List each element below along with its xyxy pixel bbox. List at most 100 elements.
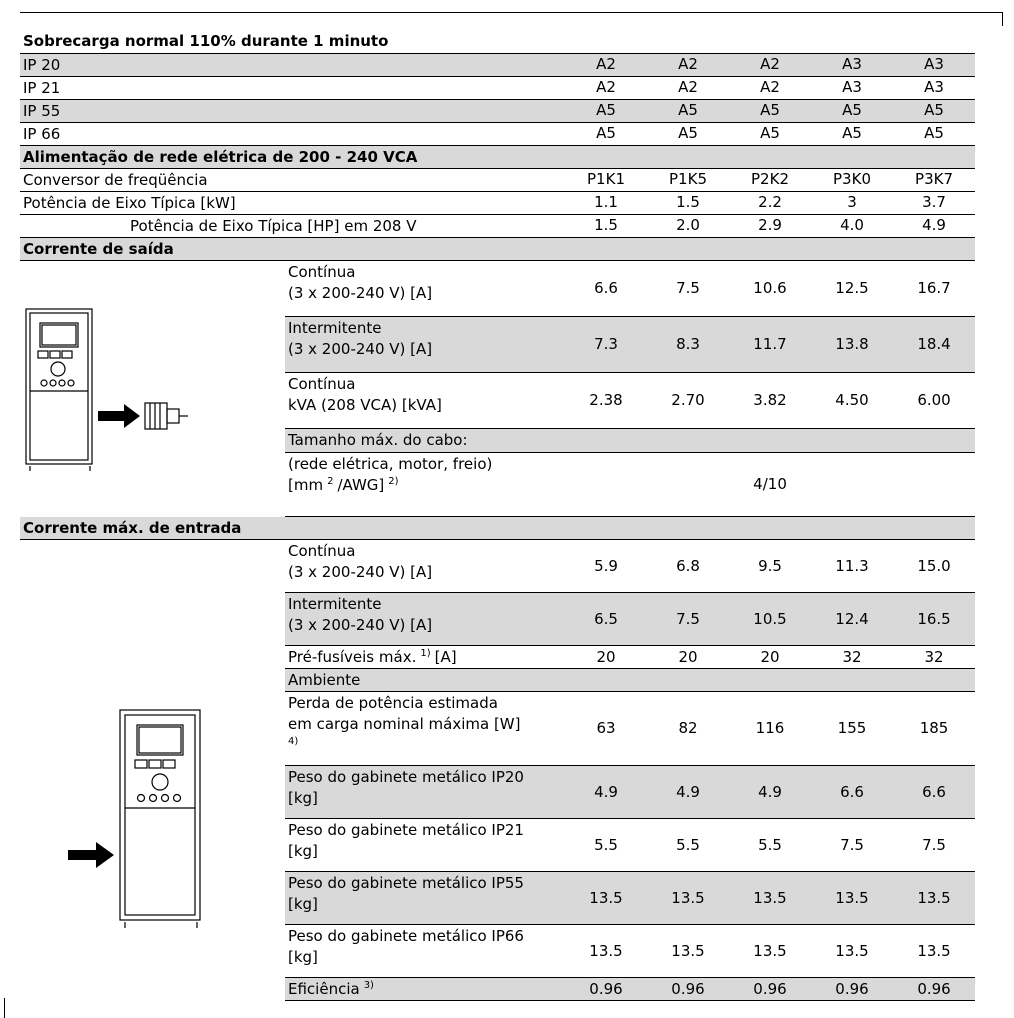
label-line: (3 x 200-240 V) [A] xyxy=(288,615,565,636)
cell-value: 2.2 xyxy=(729,191,811,215)
label-text: Pré-fusíveis máx. xyxy=(288,648,417,666)
cell-value: 13.5 xyxy=(729,871,811,925)
cell-value: 4.50 xyxy=(811,372,893,430)
empty-cell xyxy=(565,668,976,692)
table-row: (rede elétrica, motor, freio) [mm 2/AWG] 2)… xyxy=(20,452,976,517)
label-line: Peso do gabinete metálico IP66 xyxy=(288,926,565,947)
table-row: Perda de potência estimada em carga nomin… xyxy=(20,691,976,766)
label-text: Intermitente xyxy=(288,595,382,613)
label-text: [kg] xyxy=(288,842,318,860)
label-text: (3 x 200-240 V) [A] xyxy=(288,563,433,581)
drive-motor-icon xyxy=(25,307,188,471)
cell-value: 7.5 xyxy=(647,592,729,646)
section-heading: Corrente máx. de entrada xyxy=(20,516,976,540)
cell-value: P1K5 xyxy=(647,168,729,192)
label-line: 4) xyxy=(288,735,565,756)
cell-value: 2.38 xyxy=(565,372,647,430)
label-line: (3 x 200-240 V) [A] xyxy=(288,283,565,304)
cell-value: 7.5 xyxy=(647,260,729,317)
cell-value: A5 xyxy=(811,99,893,123)
cell-value: A5 xyxy=(729,122,811,146)
cell-value: 13.5 xyxy=(647,871,729,925)
label-text: kVA (208 VCA) [kVA] xyxy=(288,395,442,414)
label-line: Peso do gabinete metálico IP20 xyxy=(288,767,565,788)
cell-value: 18.4 xyxy=(893,316,976,373)
row-label: Peso do gabinete metálico IP20 [kg] xyxy=(285,765,565,819)
table-row: Eficiência 3) 0.96 0.96 0.96 0.96 0.96 xyxy=(20,977,976,1001)
cell-value: 9.5 xyxy=(729,539,811,593)
cell-value: A2 xyxy=(729,76,811,100)
cell-value: 6.00 xyxy=(893,372,976,430)
row-label: Peso do gabinete metálico IP21 [kg] xyxy=(285,818,565,872)
table-body: Sobrecarga normal 110% durante 1 minuto I… xyxy=(20,30,976,1001)
table-row: IP 20 A2 A2 A2 A3 A3 xyxy=(20,53,976,77)
table-row: Peso do gabinete metálico IP21 [kg] 5.5 5.5… xyxy=(20,818,976,872)
cell-value: P3K0 xyxy=(811,168,893,192)
row-label: IP 55 xyxy=(20,99,565,123)
label-line: [kg] xyxy=(288,894,565,915)
cell-value: 7.5 xyxy=(893,818,976,872)
cell-value: 116 xyxy=(729,691,811,766)
cell-value: A5 xyxy=(729,99,811,123)
cell-value: 8.3 xyxy=(647,316,729,373)
label-text: Peso do gabinete metálico IP55 xyxy=(288,874,524,892)
table-row: Contínua (3 x 200-240 V) [A] 6.6 7.5 10.6 12.… xyxy=(20,260,976,517)
empty-cell xyxy=(565,428,976,454)
label-line: Tamanho máx. do cabo: xyxy=(288,430,565,451)
table-row: Peso do gabinete metálico IP55 [kg] 13.5 13… xyxy=(20,871,976,925)
cell-value: P2K2 xyxy=(729,168,811,192)
cell-value: P3K7 xyxy=(893,168,976,192)
cell-value: 6.6 xyxy=(565,260,647,317)
cell-value: 4.9 xyxy=(893,214,976,238)
cell-value: A3 xyxy=(893,53,976,77)
cell-value: 13.5 xyxy=(729,924,811,978)
row-label: Peso do gabinete metálico IP66 [kg] xyxy=(285,924,565,978)
label-text: Ambiente xyxy=(288,671,361,689)
cell-value: 7.5 xyxy=(811,818,893,872)
label-line: Contínua xyxy=(288,374,565,395)
cell-value: A5 xyxy=(647,122,729,146)
table-row: Corrente máx. de entrada xyxy=(20,516,976,540)
frame-line xyxy=(20,12,1003,13)
table-row: IP 21 A2 A2 A2 A3 A3 xyxy=(20,76,976,100)
label-text: /AWG] xyxy=(337,476,385,495)
label-line: Peso do gabinete metálico IP21 xyxy=(288,820,565,841)
cell-value: A2 xyxy=(647,76,729,100)
label-line: Pré-fusíveis máx. 1) [A] xyxy=(288,647,565,668)
table-row: Corrente de saída xyxy=(20,237,976,261)
cell-value: 6.6 xyxy=(811,765,893,819)
row-label: Contínua (3 x 200-240 V) [A] xyxy=(285,260,565,317)
cell-value: A3 xyxy=(811,76,893,100)
table-row: Peso do gabinete metálico IP66 [kg] 13.5 13… xyxy=(20,924,976,978)
row-label: Conversor de freqüência xyxy=(20,168,565,192)
row-label: Peso do gabinete metálico IP55 [kg] xyxy=(285,871,565,925)
cell-value: 2.70 xyxy=(647,372,729,430)
cell-value: 11.7 xyxy=(729,316,811,373)
label-text: [mm xyxy=(288,476,324,495)
label-text: (3 x 200-240 V) [A] xyxy=(288,283,433,302)
table-row: IP 66 A5 A5 A5 A5 A5 xyxy=(20,122,976,146)
table-row: Intermitente (3 x 200-240 V) [A] 6.5 7.5 10.… xyxy=(20,592,976,646)
label-text: (3 x 200-240 V) [A] xyxy=(288,616,433,634)
label-line: Intermitente xyxy=(288,594,565,615)
label-text: Contínua xyxy=(288,262,356,281)
cell-value: 3.82 xyxy=(729,372,811,430)
row-label: Contínua kVA (208 VCA) [kVA] xyxy=(285,372,565,430)
row-label: Perda de potência estimada em carga nomin… xyxy=(285,691,565,766)
table-title: Sobrecarga normal 110% durante 1 minuto xyxy=(20,30,976,54)
label-text: [kg] xyxy=(288,948,318,966)
cell-value: 5.5 xyxy=(565,818,647,872)
row-label: Eficiência 3) xyxy=(285,977,565,1001)
cell-value: A5 xyxy=(893,99,976,123)
label-line: Eficiência 3) xyxy=(288,979,565,1000)
cell-value: P1K1 xyxy=(565,168,647,192)
row-label: Contínua (3 x 200-240 V) [A] xyxy=(285,539,565,593)
label-text: [A] xyxy=(434,648,457,666)
cell-value: A3 xyxy=(893,76,976,100)
cell-value: 13.5 xyxy=(565,924,647,978)
footnote-ref: 2 xyxy=(327,476,334,488)
cell-value: 82 xyxy=(647,691,729,766)
label-text: [kg] xyxy=(288,789,318,807)
footnote-ref: 3) xyxy=(363,980,374,991)
